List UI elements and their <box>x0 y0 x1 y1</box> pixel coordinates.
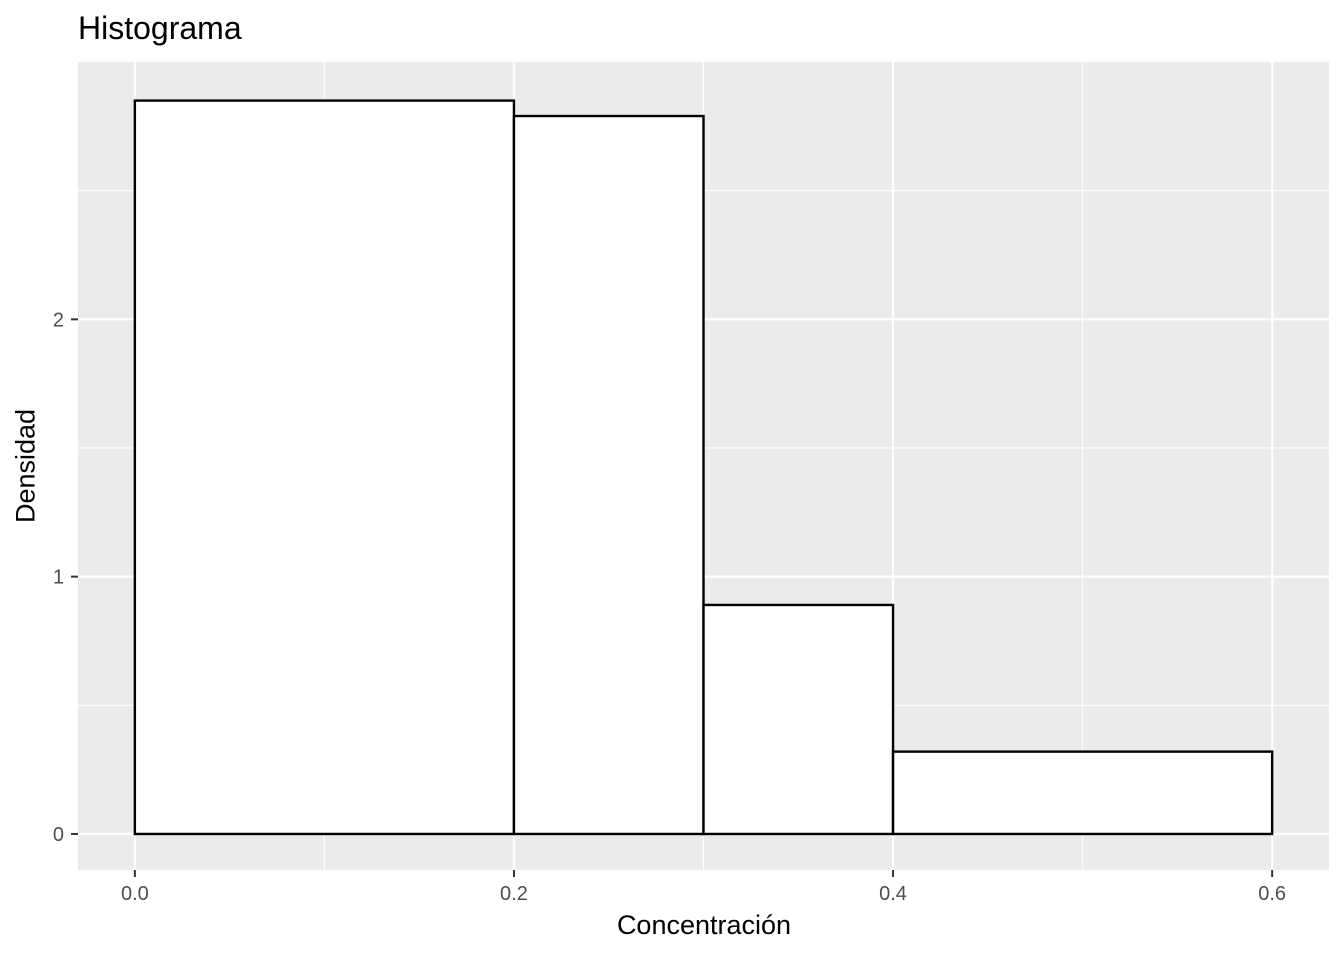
histogram-bar-3 <box>702 603 895 836</box>
chart-title: Histograma <box>78 10 242 46</box>
x-tick-label: 0.4 <box>879 883 907 905</box>
x-axis-label: Concentración <box>616 910 792 940</box>
x-tick-label: 0.6 <box>1258 883 1286 905</box>
x-tick-label: 0.0 <box>121 883 149 905</box>
y-axis-label: Densidad <box>10 408 41 524</box>
histogram-bar-2 <box>512 114 705 836</box>
y-tick-label: 1 <box>53 567 64 589</box>
y-tick-label: 0 <box>53 824 64 846</box>
x-tick-label: 0.2 <box>500 883 528 905</box>
histogram-bar-4 <box>891 750 1274 836</box>
y-tick-label: 2 <box>53 309 64 331</box>
histogram-bar-1 <box>133 99 516 836</box>
